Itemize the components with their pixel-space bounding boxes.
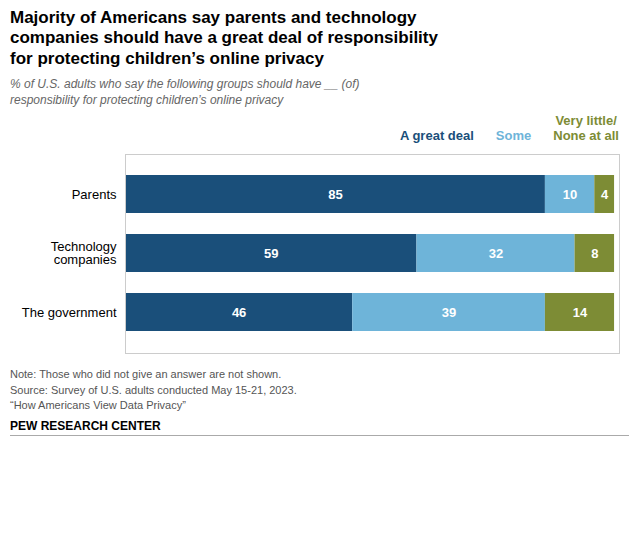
svg-text:32: 32 xyxy=(489,246,503,261)
html-text:PEW RESEARCH CENTER: PEW RESEARCH CENTER xyxy=(10,419,161,434)
svg-text:The government: The government xyxy=(22,305,117,320)
svg-text:39: 39 xyxy=(442,305,456,320)
html-text:Some: Some xyxy=(495,128,532,144)
svg-text:4: 4 xyxy=(601,187,609,202)
html-text:% of U.S. adults who say the f: % of U.S. adults who say the following g… xyxy=(10,77,360,107)
svg-text:14: 14 xyxy=(573,305,588,320)
html-text:Very little/ None at all: Very little/ None at all xyxy=(553,113,619,144)
svg-text:85: 85 xyxy=(328,187,342,202)
svg-text:8: 8 xyxy=(591,246,598,261)
html-text:A great deal: A great deal xyxy=(399,128,474,144)
svg-text:10: 10 xyxy=(563,187,577,202)
html-text:Majority of Americans say pare: Majority of Americans say parents and te… xyxy=(10,8,438,68)
svg-text:46: 46 xyxy=(232,305,246,320)
svg-text:Parents: Parents xyxy=(72,187,117,202)
svg-text:59: 59 xyxy=(264,246,278,261)
html-text:Note: Those who did not give a: Note: Those who did not give an answer a… xyxy=(10,368,297,411)
svg-text:Technologycompanies: Technologycompanies xyxy=(51,239,117,267)
